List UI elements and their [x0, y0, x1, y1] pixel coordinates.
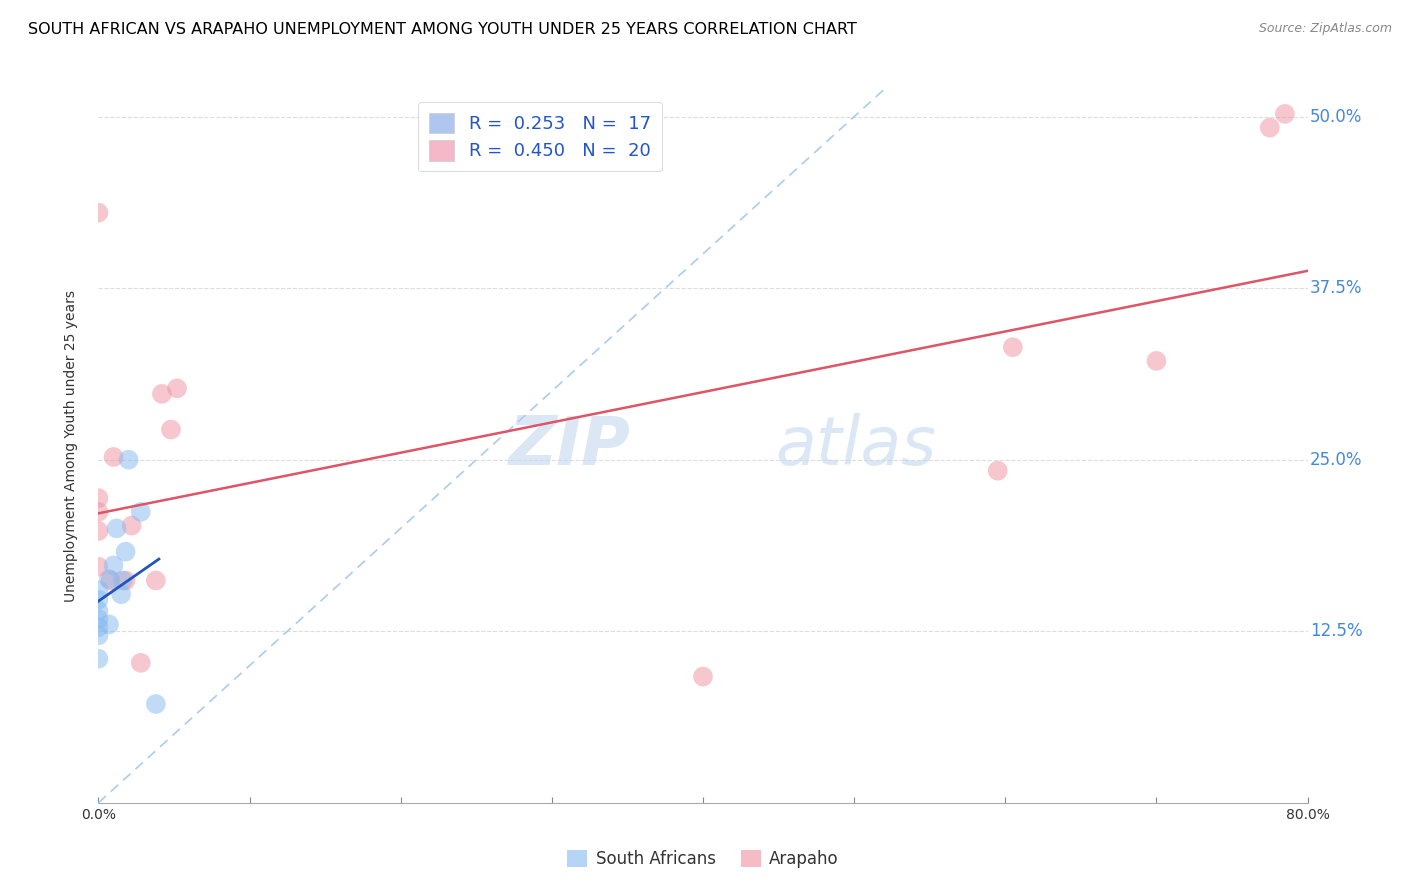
Point [98, 572, 121, 586]
Point [103, 450, 125, 464]
Point [87, 559, 110, 574]
Point [87, 612, 110, 626]
Point [87, 524, 110, 538]
Point [1274, 107, 1296, 121]
Point [692, 669, 714, 683]
Text: atlas: atlas [776, 413, 936, 479]
Point [1258, 120, 1281, 135]
Point [145, 574, 167, 588]
Point [105, 521, 128, 535]
Point [1001, 340, 1024, 354]
Text: SOUTH AFRICAN VS ARAPAHO UNEMPLOYMENT AMONG YOUTH UNDER 25 YEARS CORRELATION CHA: SOUTH AFRICAN VS ARAPAHO UNEMPLOYMENT AM… [28, 22, 858, 37]
Point [121, 518, 143, 533]
Text: 50.0%: 50.0% [1310, 108, 1362, 126]
Point [166, 381, 188, 395]
Point [103, 558, 125, 573]
Point [160, 423, 183, 437]
Point [87, 583, 110, 598]
Point [145, 697, 167, 711]
Point [129, 656, 152, 670]
Point [114, 544, 136, 558]
Point [87, 651, 110, 665]
Point [114, 574, 136, 588]
Point [87, 491, 110, 505]
Point [111, 574, 134, 588]
Text: ZIP: ZIP [509, 413, 630, 479]
Text: 12.5%: 12.5% [1310, 623, 1362, 640]
Text: 37.5%: 37.5% [1310, 279, 1362, 297]
Text: Source: ZipAtlas.com: Source: ZipAtlas.com [1258, 22, 1392, 36]
Point [100, 574, 122, 588]
Point [987, 464, 1010, 478]
Point [1144, 354, 1167, 368]
Point [87, 620, 110, 634]
Point [87, 205, 110, 219]
Text: 25.0%: 25.0% [1310, 450, 1362, 468]
Point [118, 452, 141, 467]
Legend: South Africans, Arapaho: South Africans, Arapaho [561, 843, 845, 875]
Y-axis label: Unemployment Among Youth under 25 years: Unemployment Among Youth under 25 years [63, 290, 77, 602]
Point [129, 505, 152, 519]
Point [87, 505, 110, 519]
Point [87, 604, 110, 618]
Legend: R =  0.253   N =  17, R =  0.450   N =  20: R = 0.253 N = 17, R = 0.450 N = 20 [418, 102, 661, 171]
Point [98, 617, 121, 632]
Point [87, 592, 110, 607]
Point [87, 628, 110, 642]
Point [150, 387, 173, 401]
Point [110, 587, 132, 601]
